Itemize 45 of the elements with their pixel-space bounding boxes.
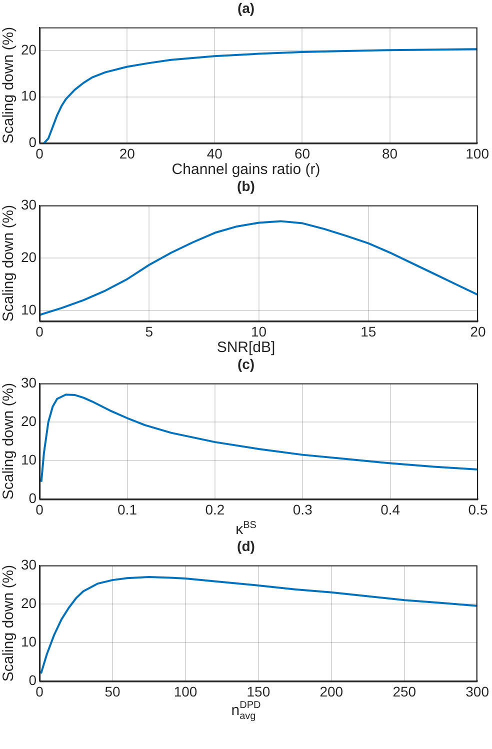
x-tick-label: 300 [466,683,490,700]
y-axis-title: Scaling down (%) [0,204,18,322]
x-tick-label: 5 [145,323,154,340]
y-tick-label: 20 [20,248,37,265]
x-tick-label: 150 [246,683,270,700]
x-tick-label: 40 [206,145,223,162]
x-axis-title: κ$^{BS}$ [234,519,258,538]
x-tick-label: 0.5 [468,501,488,518]
y-tick-label: 30 [20,556,37,572]
y-axis-title: Scaling down (%) [0,564,18,682]
chart-title: (a) [236,0,256,16]
x-tick-label: 80 [382,145,398,162]
x-tick-label: 250 [392,683,416,700]
x-axis-title: Channel gains ratio (r) [170,161,322,178]
y-tick-label: 20 [20,594,37,611]
y-tick-label: 10 [20,302,37,318]
x-tick-label: 15 [360,323,376,340]
y-tick-label: 10 [20,88,37,104]
y-axis-title: Scaling down (%) [0,26,18,144]
x-tick-label: 0.1 [118,501,138,518]
y-tick-label: 10 [20,633,37,650]
y-tick-label: 30 [20,374,37,390]
x-tick-label: 100 [466,145,490,162]
x-tick-label: 60 [294,145,310,162]
x-tick-label: 0.3 [292,501,313,518]
y-tick-label: 0 [28,672,37,688]
chart-title: (b) [236,178,256,194]
chart-title: (c) [236,356,256,372]
y-tick-label: 10 [20,451,37,468]
x-axis-title: SNR[dB] [216,339,276,356]
y-tick-label: 0 [28,490,37,506]
y-tick-label: 0 [28,134,37,150]
chart-title: (d) [236,538,256,554]
x-tick-label: 0.2 [205,501,225,518]
x-tick-label: 0.4 [380,501,400,518]
x-tick-label: 50 [104,683,121,700]
y-tick-label: 30 [20,196,37,212]
y-tick-label: 20 [20,412,37,429]
x-tick-label: 200 [320,683,344,700]
y-axis-title: Scaling down (%) [0,382,18,500]
x-tick-label: 20 [470,323,486,340]
y-tick-label: 20 [20,41,37,58]
x-tick-label: 10 [250,323,267,340]
x-tick-label: 20 [119,145,136,162]
x-tick-label: 100 [174,683,198,700]
